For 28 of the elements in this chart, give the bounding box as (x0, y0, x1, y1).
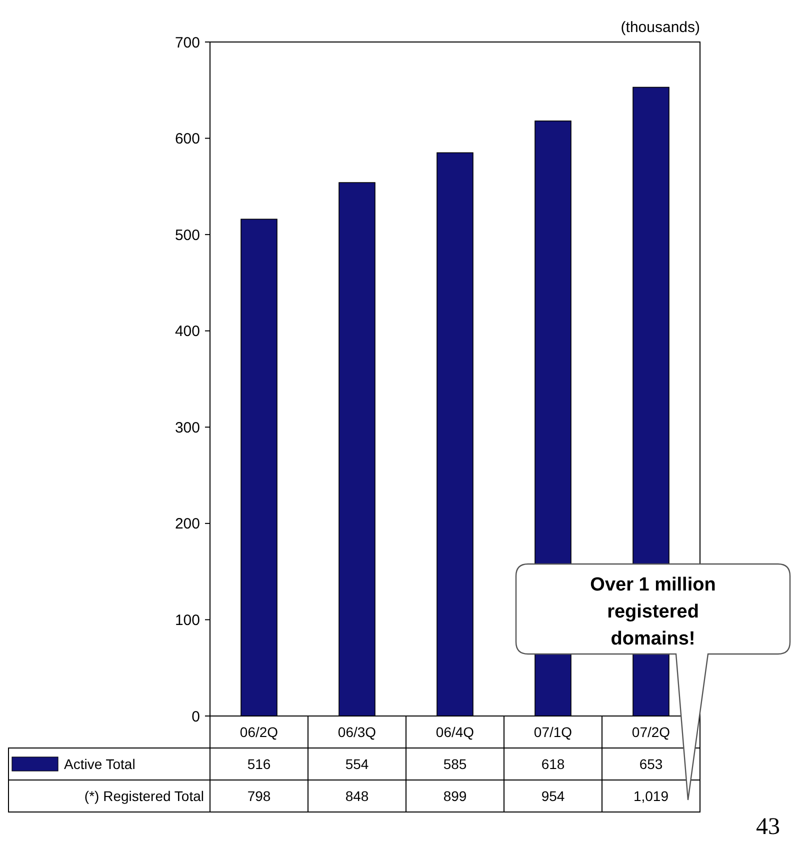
y-tick-label: 200 (174, 516, 200, 533)
x-tick-label: 06/3Q (338, 724, 376, 740)
y-tick-label: 400 (174, 323, 200, 340)
y-tick-label: 600 (174, 130, 200, 148)
y-tick-label: 700 (174, 34, 200, 52)
x-tick-label: 06/2Q (240, 724, 278, 740)
data-label: 554 (345, 756, 369, 772)
annotation: Over 1 million registered domains! (590, 574, 716, 650)
data-label: 618 (541, 756, 565, 772)
text: (*) Registered Total (84, 788, 204, 804)
text: 899 (443, 788, 467, 804)
y-tick-label: 500 (174, 226, 200, 244)
data-label: 585 (443, 756, 467, 772)
text: 848 (345, 788, 369, 804)
y-tick-label: 100 (174, 612, 200, 629)
y-tick-label: 0 (192, 708, 200, 726)
data-label: 516 (247, 756, 271, 772)
legend-label: Active Total (64, 756, 136, 772)
text: 798 (247, 788, 271, 804)
text: 954 (541, 788, 565, 804)
data-label: 653 (639, 756, 663, 772)
text: 43 (756, 814, 780, 840)
x-tick-label: 07/1Q (534, 724, 572, 740)
text: 1,019 (633, 788, 669, 804)
x-tick-label: 07/2Q (632, 724, 670, 740)
y-tick-label: 300 (174, 419, 200, 436)
text: (thousands) (620, 19, 700, 36)
x-tick-label: 06/4Q (436, 724, 474, 740)
